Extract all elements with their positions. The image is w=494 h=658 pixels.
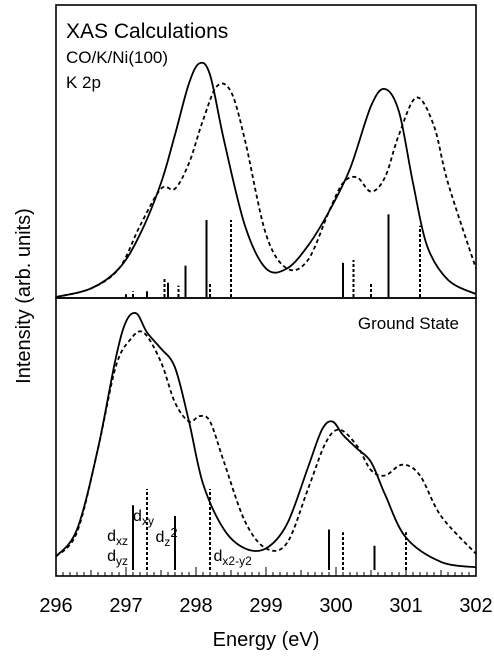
bottom-panel-plot — [55, 312, 477, 570]
y-axis-label: Intensity (arb. units) — [13, 208, 35, 384]
x-tick-label: 298 — [179, 595, 212, 617]
system-annotation: CO/K/Ni(100) — [66, 48, 168, 67]
x-axis-ticks — [55, 567, 477, 576]
x-tick-label: 299 — [249, 595, 282, 617]
top-dashed-spectrum-line — [55, 82, 477, 298]
top-panel-plot — [55, 61, 477, 298]
x-tick-label: 302 — [459, 595, 492, 617]
x-tick-label: 297 — [109, 595, 142, 617]
orbital-label-dz2: dz2 — [156, 525, 178, 549]
bottom-dashed-spectrum-line — [55, 330, 477, 558]
edge-annotation: K 2p — [66, 73, 101, 92]
x-tick-label: 301 — [389, 595, 422, 617]
orbital-label-dxy: dxy — [133, 508, 154, 528]
x-axis-label: Energy (eV) — [213, 629, 320, 651]
bottom-solid-spectrum-line — [55, 312, 477, 569]
title-annotation: XAS Calculations — [66, 20, 228, 43]
x-tick-label: 296 — [39, 595, 72, 617]
ground-state-annotation: Ground State — [358, 314, 459, 333]
x-tick-label: 300 — [319, 595, 352, 617]
orbital-label-dx2-y2: dx2-y2 — [214, 548, 253, 568]
x-axis-tick-labels: 296 297 298 299 300 301 302 — [39, 595, 492, 617]
top-solid-spectrum-line — [55, 61, 477, 298]
orbital-label-dxz: dxz — [107, 528, 128, 548]
orbital-label-dyz: dyz — [107, 548, 128, 568]
